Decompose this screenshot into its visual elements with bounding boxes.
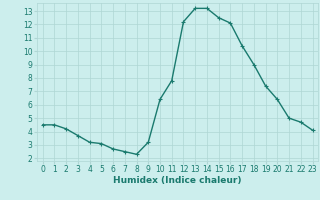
X-axis label: Humidex (Indice chaleur): Humidex (Indice chaleur) [113, 176, 242, 185]
